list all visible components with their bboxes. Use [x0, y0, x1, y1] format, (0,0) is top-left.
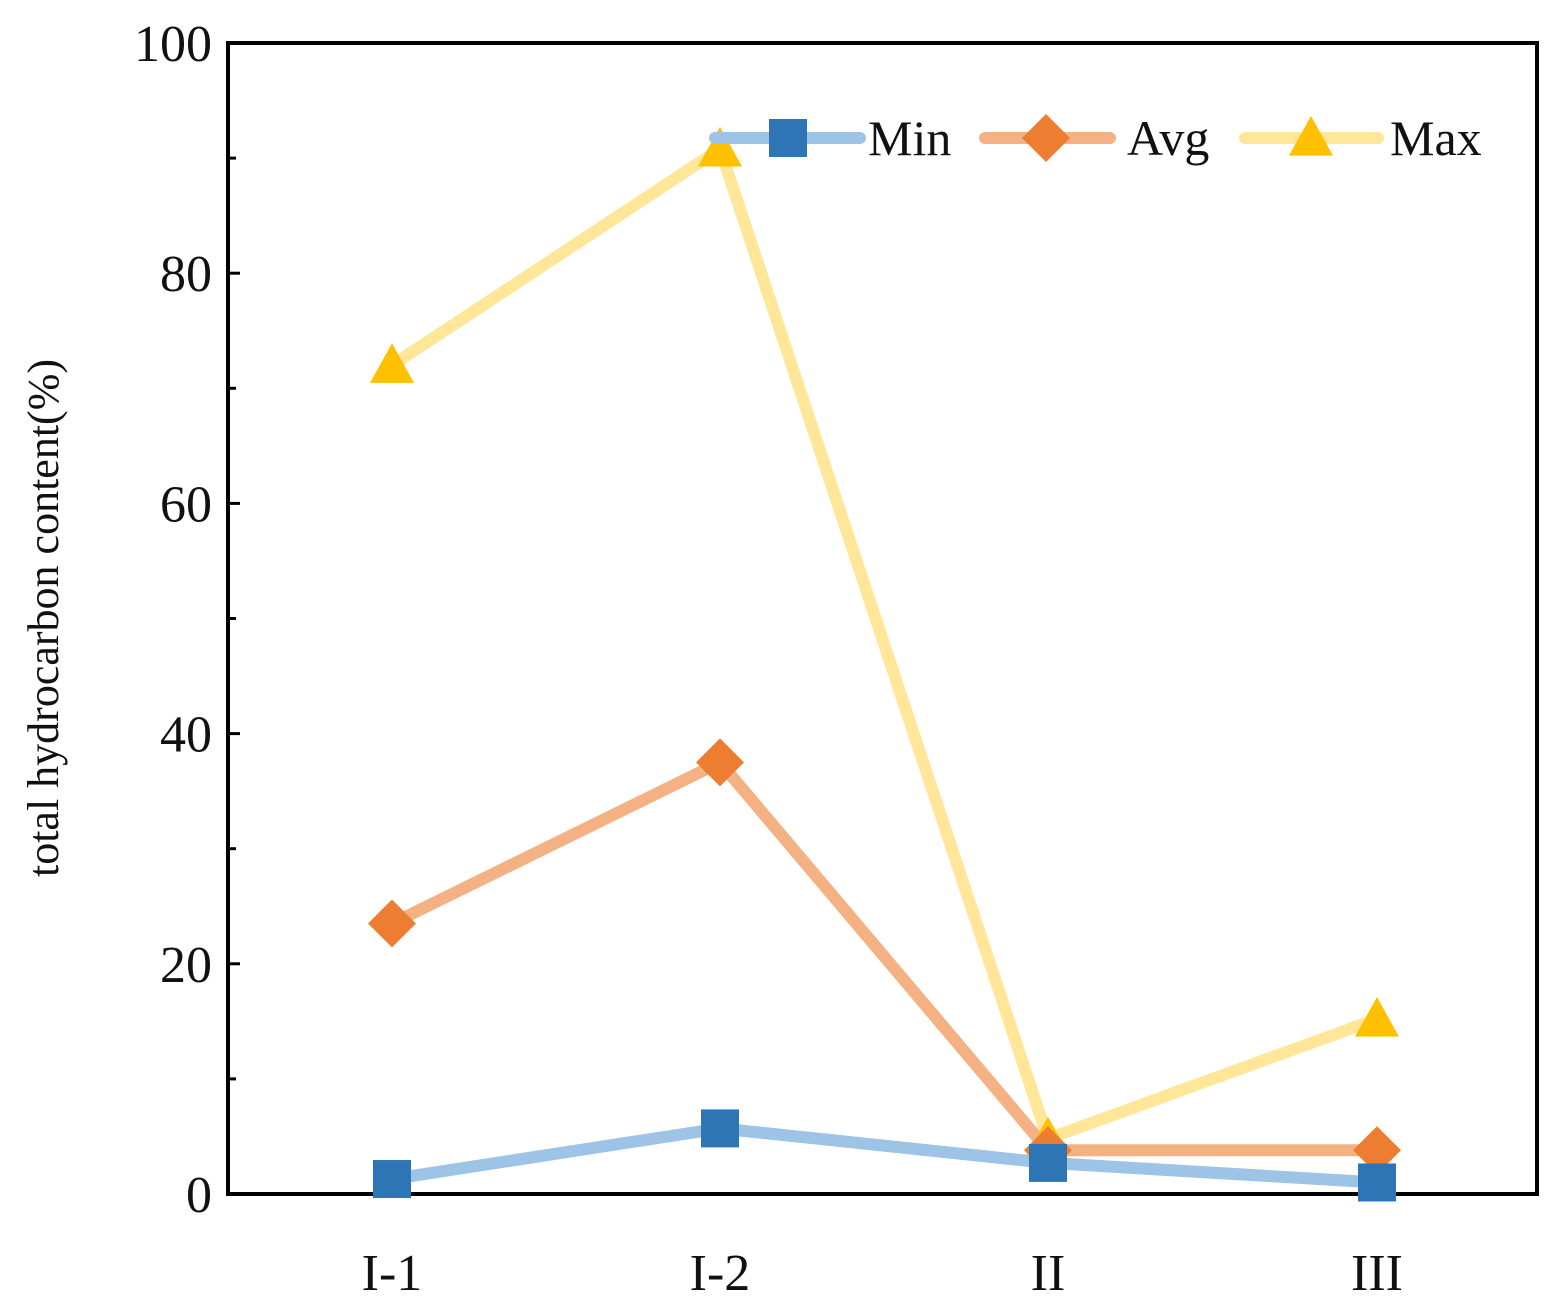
legend-item-max: Max — [1239, 110, 1482, 166]
y-axis-title: total hydrocarbon content(%) — [19, 359, 68, 877]
legend-item-min: Min — [709, 110, 951, 166]
series-line-min — [386, 1122, 1383, 1189]
data-point-max-i-2 — [698, 126, 742, 167]
legend-item-avg: Avg — [979, 110, 1209, 166]
data-point-avg-i-2 — [696, 738, 744, 787]
legend-marker — [1289, 116, 1333, 156]
x-tick-label: III — [1351, 1245, 1403, 1302]
legend-label: Min — [868, 110, 951, 166]
x-tick-label: I-2 — [690, 1245, 751, 1302]
x-tick-label: II — [1031, 1245, 1066, 1302]
data-point-max-i-1 — [370, 343, 414, 383]
plot-area-frame — [226, 41, 1539, 1196]
x-tick-label: I-1 — [362, 1245, 423, 1302]
data-point-avg-i-1 — [368, 899, 416, 948]
legend-label: Max — [1390, 110, 1482, 166]
data-point-max-iii — [1355, 997, 1399, 1037]
legend-label: Avg — [1127, 110, 1209, 166]
data-point-min-ii — [1029, 1143, 1067, 1182]
data-point-min-i-2 — [701, 1109, 739, 1148]
series-line-max — [386, 142, 1383, 1145]
y-tick-label: 0 — [186, 1167, 212, 1224]
y-tick-label: 60 — [160, 476, 212, 533]
y-tick-label: 40 — [160, 707, 212, 764]
series-line-avg — [386, 756, 1383, 1157]
y-axis: 0 20 40 60 80 100 — [134, 16, 240, 1224]
y-tick-label: 100 — [134, 16, 212, 73]
legend-marker — [1022, 114, 1070, 162]
data-point-min-iii — [1358, 1163, 1396, 1202]
legend-marker — [769, 119, 807, 157]
y-tick-label: 80 — [160, 246, 212, 303]
x-axis: I-1 I-2 II III — [362, 1245, 1403, 1302]
legend: Min Avg Max — [709, 110, 1482, 166]
series-layer — [368, 126, 1401, 1202]
data-point-min-i-1 — [373, 1160, 411, 1199]
y-tick-label: 20 — [160, 937, 212, 994]
data-point-avg-iii — [1353, 1126, 1401, 1175]
